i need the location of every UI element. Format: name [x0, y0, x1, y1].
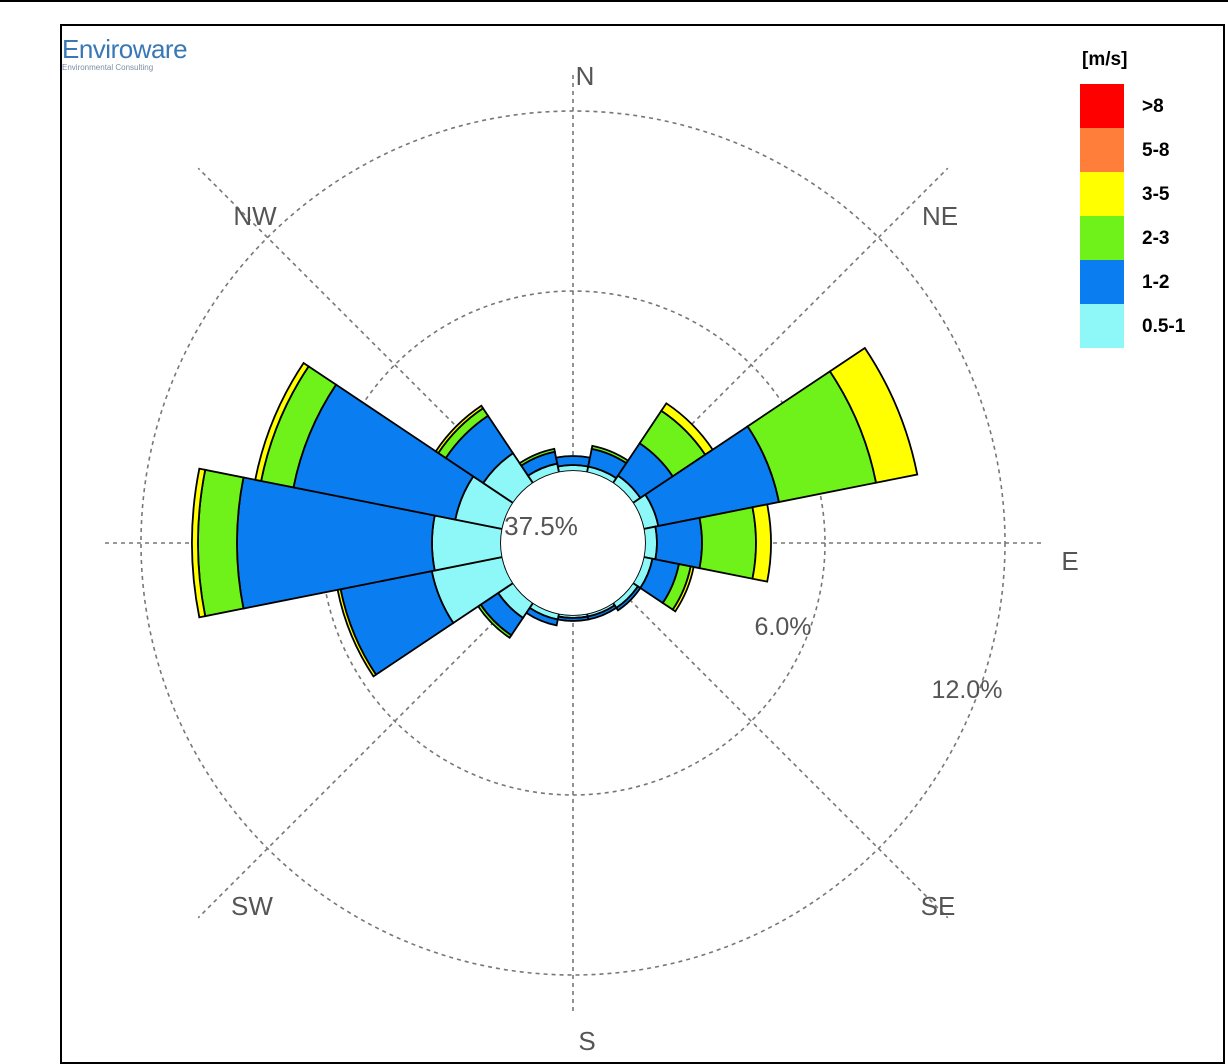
wedge-W-3-5	[191, 467, 207, 619]
compass-label-e: E	[1061, 546, 1078, 576]
wedge-ESE-3-5	[671, 565, 695, 613]
wedge-N-1-2	[554, 455, 592, 468]
legend-title: [m/s]	[1082, 49, 1127, 70]
logo-tagline: Environmental Consulting	[62, 63, 154, 72]
wedge-WNW-3-5	[254, 361, 310, 483]
ring-label-1: 6.0%	[755, 613, 812, 641]
legend-swatch	[1080, 172, 1124, 216]
compass-label-nw: NW	[233, 201, 277, 231]
wedge-NW-3-5	[434, 404, 485, 455]
legend-swatch	[1080, 84, 1124, 128]
compass-label-ne: NE	[922, 201, 958, 231]
wedge-NNW-2-3	[518, 447, 556, 467]
wedge-S-1-2	[556, 615, 590, 622]
spoke-135	[572, 542, 949, 919]
wedge-ENE-3-5	[828, 346, 919, 484]
wedge-E-3-5	[751, 503, 772, 583]
speed-legend: [m/s] >8 5-8 3-5 2-3 1-2 0.5-1	[1080, 49, 1186, 348]
compass-label-s: S	[578, 1026, 595, 1051]
compass-label-sw: SW	[231, 891, 273, 921]
legend-swatch	[1080, 304, 1124, 348]
legend-label: 1-2	[1142, 272, 1169, 293]
legend-label: >8	[1142, 96, 1164, 117]
wedge-E-0.5-1	[642, 525, 658, 561]
wedge-E-2-3	[698, 506, 757, 580]
legend-swatch	[1080, 216, 1124, 260]
legend-swatch	[1080, 260, 1124, 304]
wedge-W-2-3	[197, 468, 245, 618]
legend-label: 3-5	[1142, 184, 1170, 205]
legend-label: 5-8	[1142, 140, 1169, 161]
calm-percent-label: 37.5%	[504, 511, 578, 541]
legend-label: 2-3	[1142, 228, 1169, 249]
legend-swatch	[1080, 128, 1124, 172]
logo-name: Enviroware	[62, 34, 188, 64]
ring-label-2: 12.0%	[932, 676, 1003, 704]
enviroware-logo: Enviroware Environmental Consulting	[62, 34, 188, 72]
wind-wedges	[191, 346, 919, 678]
compass-label-se: SE	[921, 891, 956, 921]
chart-labels: N NE E SE S SW NW 37.5% 6.0% 12.0%	[231, 61, 1079, 1051]
compass-label-n: N	[576, 61, 595, 91]
wedge-SE-1-2	[615, 585, 642, 612]
calm-circle	[501, 471, 645, 615]
legend-label: 0.5-1	[1142, 316, 1186, 337]
